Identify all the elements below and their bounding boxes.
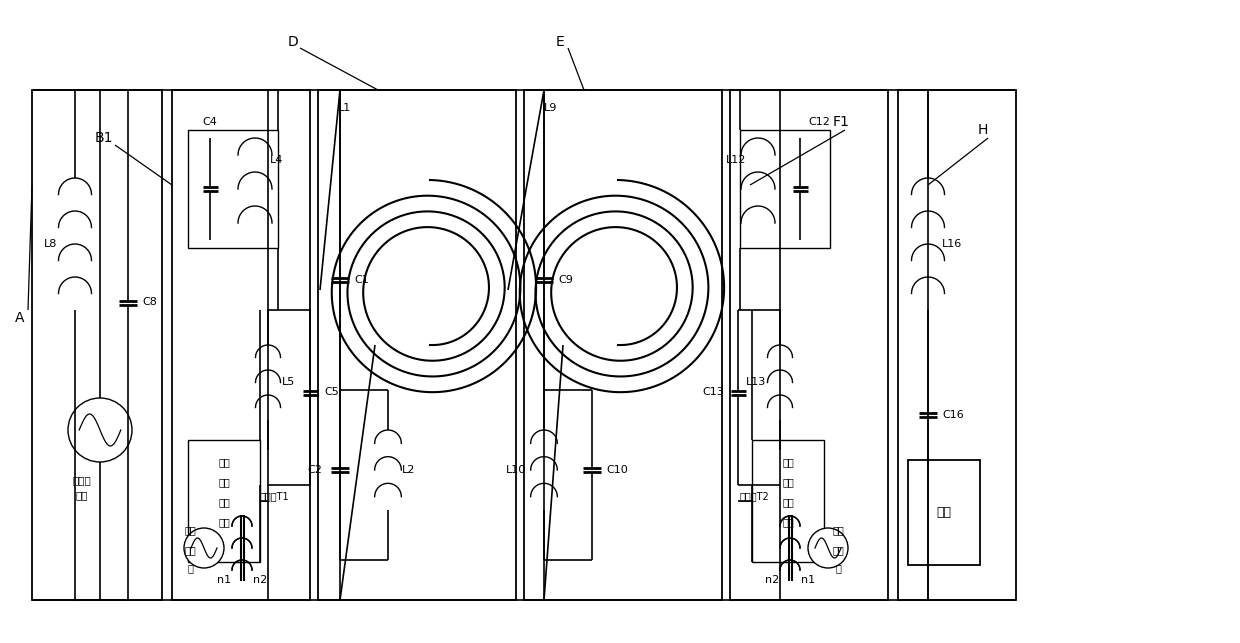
Text: E: E — [556, 35, 564, 49]
Bar — [908, 460, 980, 565]
Text: 信号: 信号 — [832, 545, 844, 555]
Text: C5: C5 — [324, 387, 339, 397]
Text: 变压器T1: 变压器T1 — [260, 491, 290, 501]
Text: 检测: 检测 — [218, 497, 229, 507]
Text: L1: L1 — [339, 103, 351, 113]
Text: 检测: 检测 — [782, 497, 794, 507]
Text: L16: L16 — [942, 239, 962, 249]
Text: L9: L9 — [544, 103, 557, 113]
Text: L2: L2 — [402, 465, 415, 475]
Text: C16: C16 — [942, 410, 963, 420]
Text: 信号: 信号 — [782, 477, 794, 487]
Bar — [172, 90, 310, 600]
Text: 电路: 电路 — [218, 517, 229, 527]
Circle shape — [184, 528, 224, 568]
Text: C1: C1 — [353, 275, 368, 285]
Text: C12: C12 — [808, 117, 830, 127]
Text: n2: n2 — [765, 575, 779, 585]
Bar — [898, 90, 1016, 600]
Bar — [525, 90, 722, 600]
Text: 负载: 负载 — [936, 506, 951, 519]
Text: 第二: 第二 — [218, 457, 229, 467]
Text: L5: L5 — [281, 377, 295, 387]
Text: C10: C10 — [606, 465, 627, 475]
Text: 倍号: 倍号 — [184, 545, 196, 555]
Text: C8: C8 — [143, 297, 157, 307]
Circle shape — [68, 398, 131, 462]
Text: L10: L10 — [506, 465, 526, 475]
Text: A: A — [15, 311, 25, 325]
Text: C4: C4 — [202, 117, 217, 127]
Text: 变压器T2: 变压器T2 — [740, 491, 770, 501]
Bar — [730, 90, 888, 600]
Circle shape — [808, 528, 848, 568]
Text: 电路: 电路 — [782, 517, 794, 527]
Text: n1: n1 — [217, 575, 231, 585]
Text: L13: L13 — [745, 377, 766, 387]
Text: 率源: 率源 — [76, 490, 88, 500]
Text: 第二: 第二 — [832, 525, 844, 535]
Text: n2: n2 — [253, 575, 267, 585]
Text: 第一: 第一 — [184, 525, 196, 535]
Bar — [740, 130, 830, 248]
Text: n1: n1 — [801, 575, 815, 585]
Bar — [751, 440, 825, 562]
Text: 源: 源 — [187, 563, 193, 573]
Text: C2: C2 — [308, 465, 322, 475]
Text: 源: 源 — [835, 563, 841, 573]
Bar — [32, 90, 162, 600]
Bar — [188, 130, 278, 248]
Text: D: D — [288, 35, 299, 49]
Text: 第二: 第二 — [782, 457, 794, 467]
Text: F1: F1 — [833, 115, 849, 129]
Text: C9: C9 — [558, 275, 573, 285]
Bar — [188, 440, 260, 562]
Text: 倍号: 倍号 — [218, 477, 229, 487]
Text: B1: B1 — [95, 131, 114, 145]
Text: H: H — [978, 123, 988, 137]
Text: L12: L12 — [725, 155, 746, 165]
Bar — [317, 90, 516, 600]
Text: L8: L8 — [43, 239, 57, 249]
Text: 交流功: 交流功 — [73, 475, 92, 485]
Text: C13: C13 — [702, 387, 724, 397]
Text: L4: L4 — [270, 155, 284, 165]
